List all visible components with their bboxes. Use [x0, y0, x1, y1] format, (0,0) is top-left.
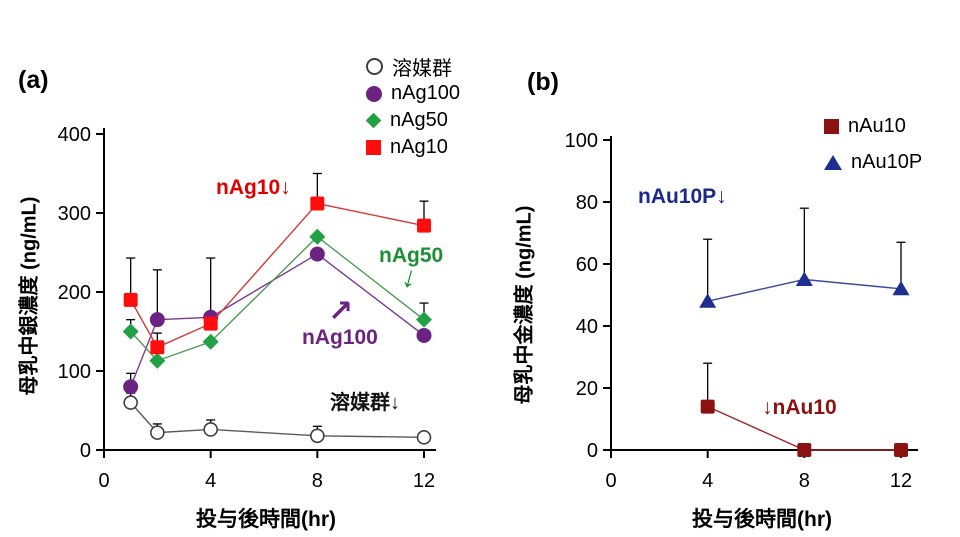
y-axis-title-a: 母乳中銀濃度 (ng/mL) [18, 196, 41, 396]
legend-label: 溶媒群 [392, 58, 452, 80]
legend-label: nAg50 [390, 109, 448, 131]
y-tick-label: 0 [587, 440, 598, 462]
series-溶媒群 [123, 392, 432, 445]
legend-label: nAg10 [390, 136, 448, 158]
series-line [130, 253, 425, 388]
open-circle-marker-icon [366, 58, 383, 75]
circle-marker [416, 327, 432, 343]
legend-item-nau10p: nAu10P [824, 144, 922, 180]
triangle-marker [699, 293, 717, 308]
series-nAg10 [123, 172, 431, 355]
legend-label: nAu10P [851, 150, 923, 173]
diamond-marker [416, 311, 432, 328]
chart-annotation: nAg100 [302, 326, 378, 349]
panel-a-label: (a) [18, 66, 49, 94]
diamond-marker [202, 333, 219, 350]
y-axis-title-b: 母乳中金濃度 (ng/mL) [513, 205, 536, 405]
chart-annotation: nAg50 [379, 244, 444, 267]
legend-item-nau10: nAu10 [824, 108, 922, 144]
y-tick-label: 100 [565, 130, 598, 152]
circle-marker [309, 246, 325, 262]
square-marker [894, 443, 908, 457]
x-tick-label: 0 [98, 470, 109, 492]
circle-marker [123, 379, 139, 395]
legend-b: nAu10 nAu10P [824, 108, 922, 180]
legend-label: nAg100 [391, 82, 460, 104]
y-tick-label: 20 [576, 378, 598, 400]
chart-annotation: ↓nAu10 [762, 396, 837, 419]
y-tick-label: 40 [576, 316, 598, 338]
x-tick-label: 4 [205, 470, 216, 492]
y-tick-label: 400 [58, 124, 91, 146]
triangle-marker-icon [824, 154, 842, 170]
legend-item-nag50: nAg50 [365, 107, 460, 134]
x-tick-label: 8 [312, 470, 323, 492]
legend-item-nag100: nAg100 [366, 80, 460, 107]
x-axis-title-a: 投与後時間(hr) [196, 508, 336, 531]
series-nAg100 [123, 246, 432, 395]
triangle-marker [892, 280, 910, 296]
y-tick-label: 300 [58, 203, 91, 225]
chart-annotation: nAg10↓ [216, 176, 291, 199]
y-tick-label: 200 [58, 282, 91, 304]
open-circle-marker [416, 430, 432, 445]
panel-(a): 0 100 200 300 400 0 4 8 12 [58, 124, 436, 492]
square-marker [797, 443, 812, 457]
chart-annotation: 溶媒群↓ [330, 392, 400, 414]
series-nAu10P [699, 207, 910, 308]
square-marker [150, 340, 165, 355]
square-marker-icon [366, 140, 381, 155]
legend-item-vehicle: 溶媒群 [366, 53, 460, 80]
y-tick-label: 60 [576, 254, 598, 276]
diamond-marker [309, 228, 326, 245]
x-tick-label: 8 [799, 470, 810, 492]
square-marker [417, 218, 431, 233]
legend-item-nag10: nAg10 [366, 134, 460, 161]
diamond-marker-icon [365, 112, 382, 129]
panel-(b): 0 20 40 60 80 100 0 4 8 12 [565, 130, 918, 492]
open-circle-marker [310, 428, 325, 444]
y-tick-label: 80 [576, 192, 598, 214]
legend-a: 溶媒群 nAg100 nAg50 nAg10 [365, 53, 460, 161]
x-tick-label: 4 [702, 470, 713, 492]
x-tick-label: 12 [413, 470, 435, 492]
open-circle-marker [150, 425, 165, 440]
square-marker [123, 292, 138, 307]
panel-b-label: (b) [527, 68, 559, 96]
square-marker [700, 399, 715, 414]
y-tick-label: 0 [80, 440, 91, 462]
x-tick-label: 12 [890, 470, 912, 492]
series-nAg50 [122, 228, 432, 369]
circle-marker [149, 312, 165, 328]
series-nAu10 [700, 362, 908, 457]
square-marker [203, 316, 218, 331]
triangle-marker [795, 271, 813, 286]
chart-annotation: ↗ [328, 295, 354, 328]
open-circle-marker [123, 395, 138, 410]
x-axis-title-b: 投与後時間(hr) [692, 508, 832, 531]
diamond-marker [122, 323, 139, 340]
square-marker-icon [824, 118, 839, 134]
circle-marker-icon [366, 85, 382, 102]
y-tick-label: 100 [58, 361, 91, 383]
legend-label: nAu10 [848, 114, 906, 137]
x-tick-label: 0 [605, 470, 616, 492]
diamond-marker [149, 352, 166, 369]
square-marker [310, 196, 325, 211]
open-circle-marker [203, 422, 218, 437]
chart-annotation: nAu10P↓ [638, 185, 727, 208]
